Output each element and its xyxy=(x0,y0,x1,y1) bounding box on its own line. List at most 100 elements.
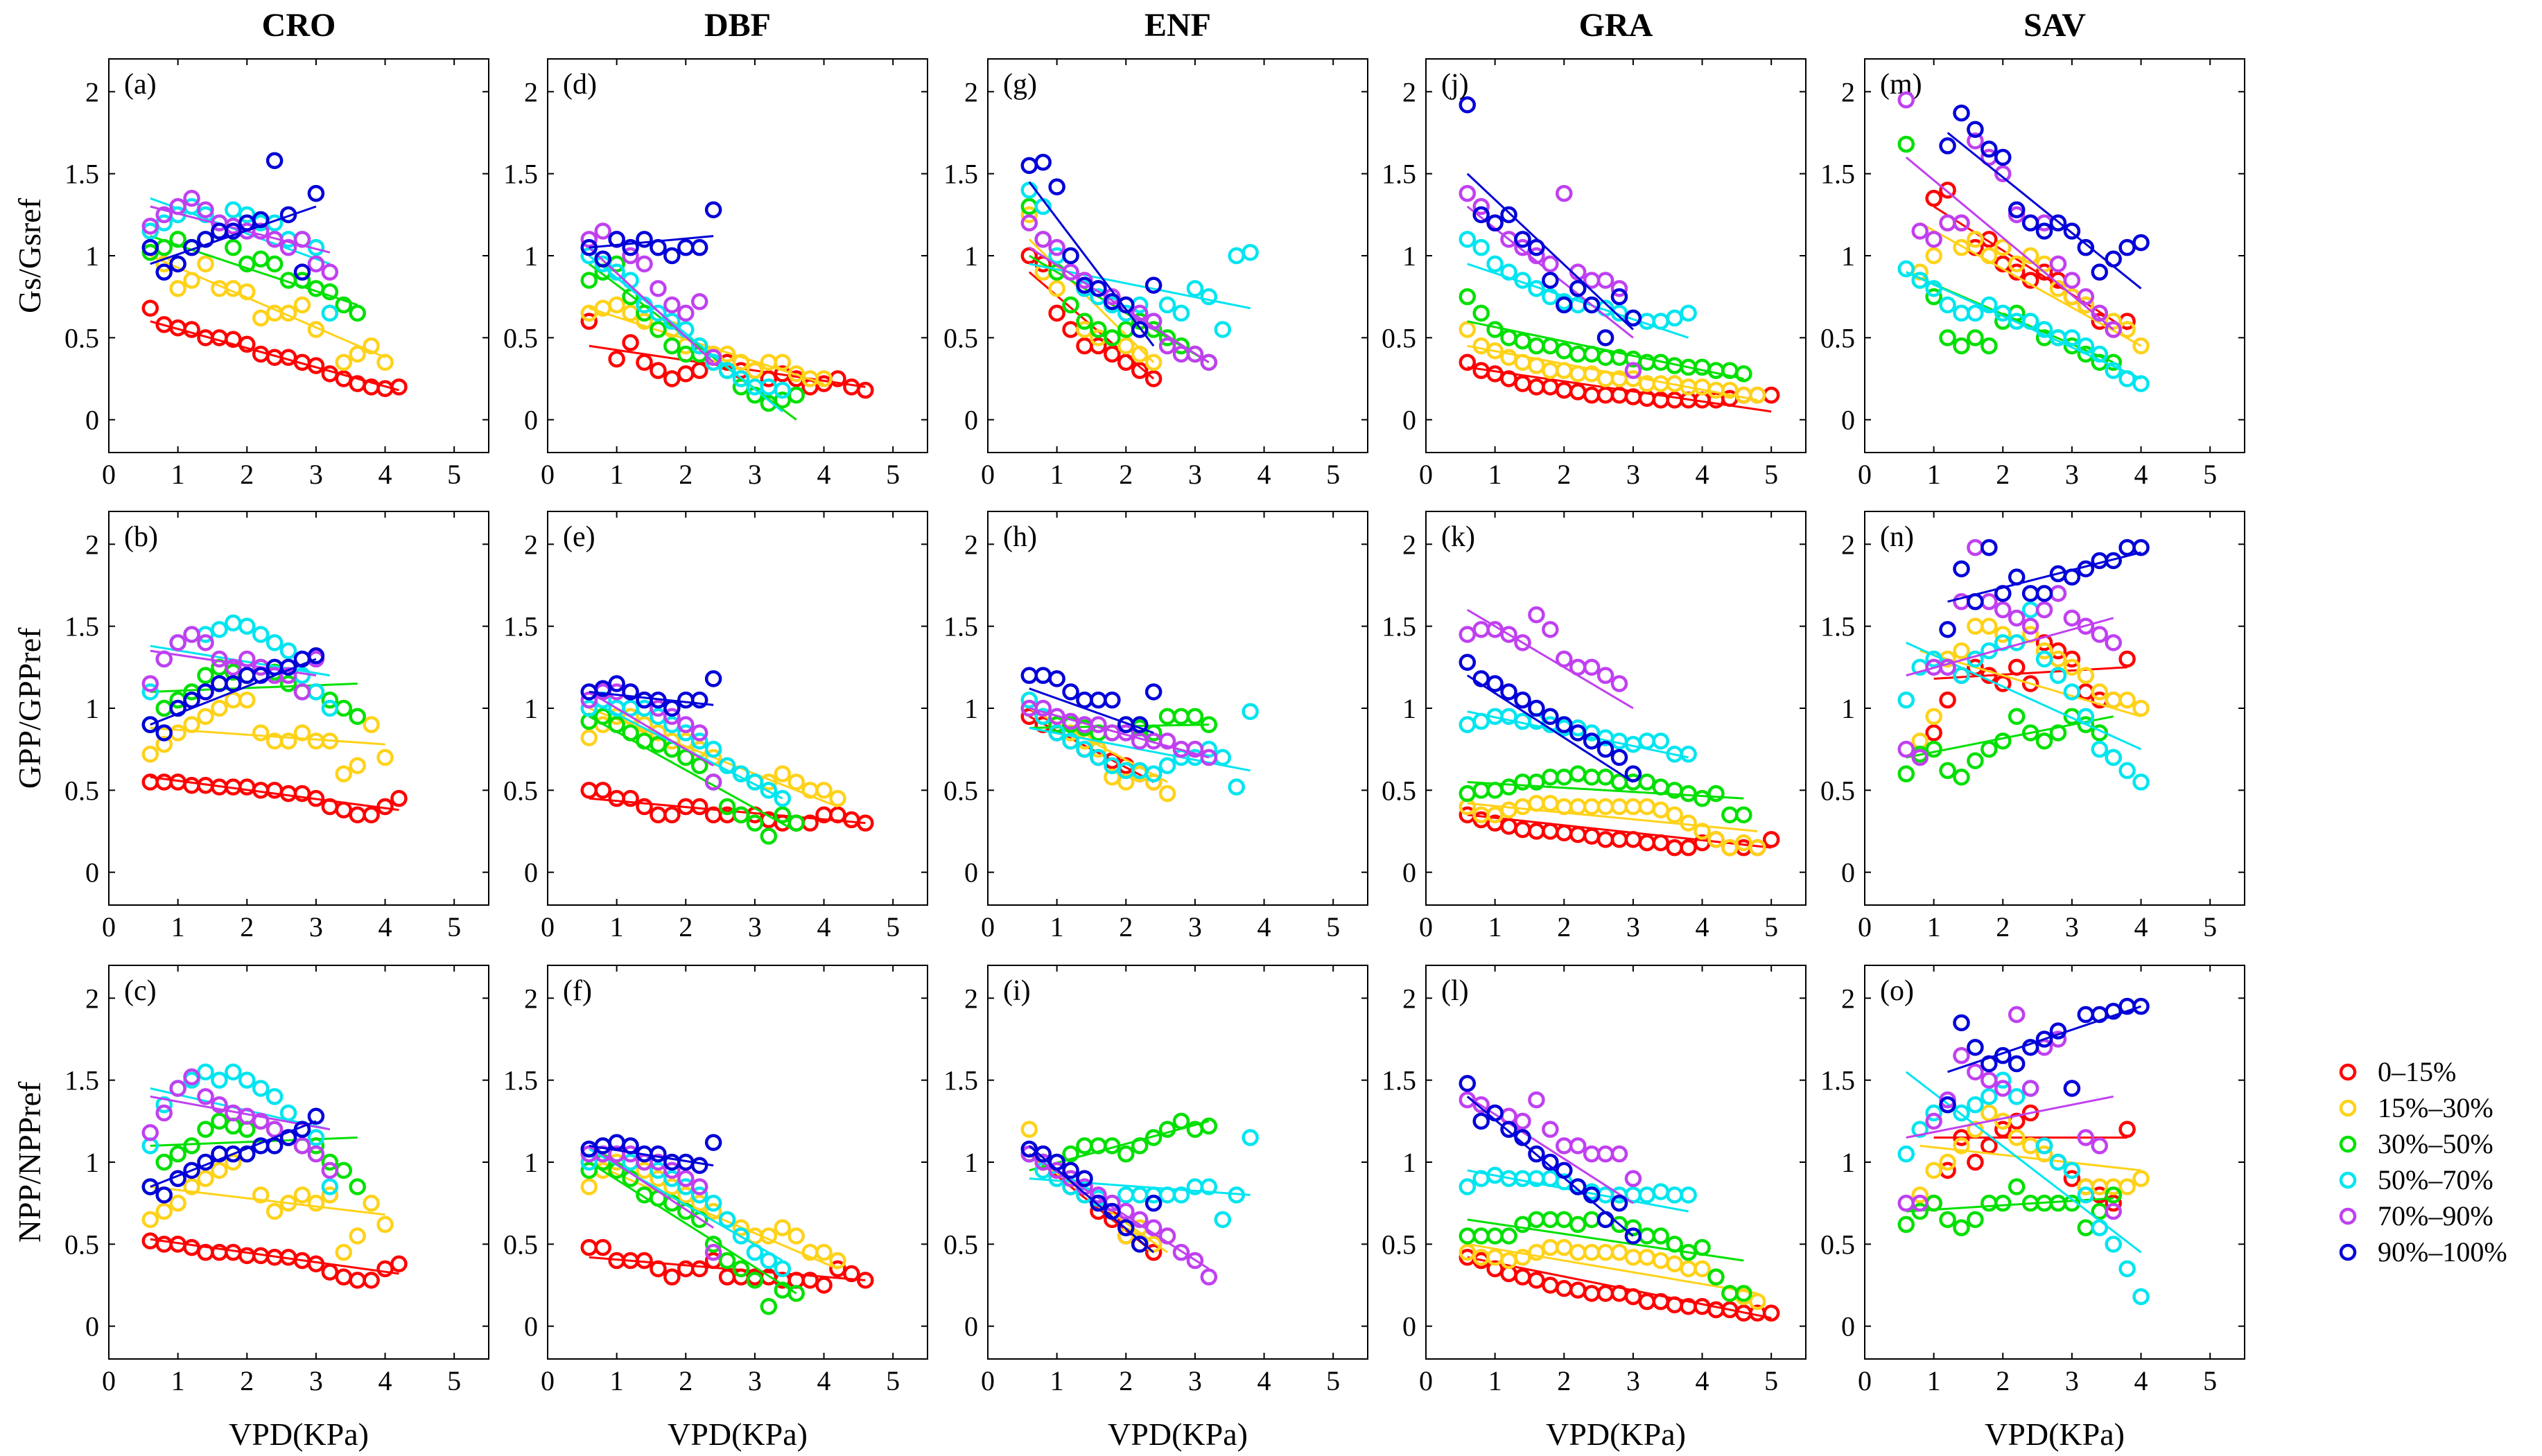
data-point xyxy=(1131,1211,1149,1229)
data-point xyxy=(1034,699,1052,717)
data-point xyxy=(238,650,256,668)
data-point xyxy=(2021,1039,2039,1056)
data-point xyxy=(376,1260,394,1278)
data-point xyxy=(2021,724,2039,742)
data-point xyxy=(1542,1277,1559,1294)
data-point xyxy=(1583,386,1601,404)
data-point xyxy=(718,1211,736,1229)
data-point xyxy=(238,691,256,709)
fit-line xyxy=(588,254,783,413)
data-point xyxy=(321,733,339,750)
data-point xyxy=(594,708,611,726)
data-point xyxy=(2008,658,2026,676)
data-point xyxy=(2077,1219,2095,1236)
data-point xyxy=(1981,1071,1998,1089)
fit-line xyxy=(150,1238,399,1275)
x-tick-label: 5 xyxy=(1326,459,1340,490)
data-point xyxy=(211,1071,228,1089)
data-point xyxy=(390,1255,408,1272)
data-point xyxy=(1117,337,1135,355)
fit-line xyxy=(150,649,317,677)
data-point xyxy=(1528,357,1545,374)
data-point xyxy=(1514,1170,1531,1187)
data-point xyxy=(155,735,173,753)
data-point xyxy=(2077,716,2095,733)
data-point xyxy=(1707,1301,1725,1319)
data-point xyxy=(1076,337,1093,355)
data-point xyxy=(622,304,639,322)
data-point xyxy=(1610,831,1628,848)
fit-line xyxy=(1933,666,2127,680)
data-point xyxy=(2035,642,2053,660)
data-point xyxy=(183,1238,200,1256)
data-point xyxy=(1981,247,1998,265)
data-point xyxy=(279,1129,297,1146)
y-tick-label: 1 xyxy=(1402,693,1416,724)
data-point xyxy=(1953,667,1970,684)
data-point xyxy=(1528,280,1545,297)
data-point xyxy=(1953,214,1970,231)
data-point xyxy=(1596,272,1614,289)
data-point xyxy=(225,691,242,709)
data-point xyxy=(2049,1194,2067,1212)
data-point xyxy=(307,357,325,374)
x-tick-label: 2 xyxy=(1996,459,2010,490)
panel-k: 0 0.5 1 1.5 2 0 1 2 3 4 5 (k) xyxy=(1382,511,1807,942)
data-point xyxy=(183,776,200,794)
data-point xyxy=(211,1096,228,1114)
data-point xyxy=(1186,1252,1204,1270)
data-point xyxy=(580,1238,598,1256)
data-point xyxy=(169,699,186,717)
y-tick-label: 0 xyxy=(1402,405,1416,436)
data-point xyxy=(1967,132,1984,150)
data-point xyxy=(293,724,311,742)
x-tick-label: 2 xyxy=(240,459,254,490)
data-point xyxy=(211,329,228,347)
data-point xyxy=(1925,231,1942,248)
data-point xyxy=(2049,214,2067,231)
data-point xyxy=(265,1088,284,1105)
fit-line xyxy=(1466,674,1634,783)
data-point xyxy=(1925,724,1942,742)
data-point xyxy=(321,1178,339,1195)
data-point xyxy=(622,247,639,265)
data-point xyxy=(650,280,667,297)
panel-label: (n) xyxy=(1880,521,1914,553)
x-tick-label: 3 xyxy=(1626,911,1640,942)
data-point xyxy=(1486,214,1504,231)
panel-label: (j) xyxy=(1441,69,1469,100)
data-point xyxy=(238,778,256,796)
x-axis-label: VPD(KPa) xyxy=(668,1416,808,1452)
data-point xyxy=(279,1104,297,1122)
x-tick-label: 4 xyxy=(1257,911,1271,942)
data-point xyxy=(265,231,284,248)
x-tick-label: 0 xyxy=(1858,459,1872,490)
data-point xyxy=(293,296,311,314)
data-point xyxy=(1925,280,1942,297)
y-tick-label: 1 xyxy=(85,1147,99,1178)
column-title-cro: CRO xyxy=(262,7,336,44)
legend-marker xyxy=(2339,1099,2357,1117)
y-tick-label: 0.5 xyxy=(64,322,99,353)
x-tick-label: 3 xyxy=(309,459,323,490)
x-tick-label: 4 xyxy=(1696,911,1709,942)
y-tick-label: 1 xyxy=(524,240,538,272)
panel-label: (e) xyxy=(563,521,595,553)
data-point xyxy=(1144,765,1163,782)
data-point xyxy=(732,806,750,824)
x-tick-label: 3 xyxy=(1626,1365,1640,1396)
x-tick-label: 3 xyxy=(1188,459,1202,490)
fit-line xyxy=(150,683,358,693)
column-titles: CRO DBF ENF GRA SAV xyxy=(262,7,2087,44)
y-tick-label: 1.5 xyxy=(1820,1065,1855,1096)
data-point xyxy=(363,337,380,355)
data-point xyxy=(1596,1285,1614,1302)
y-tick-label: 2 xyxy=(1402,983,1416,1014)
fit-line xyxy=(150,775,399,812)
data-point xyxy=(2035,1145,2053,1163)
y-axis-label: NPP/NPPref xyxy=(12,1081,47,1243)
data-point xyxy=(1624,765,1642,782)
data-point xyxy=(141,238,159,256)
data-point xyxy=(307,733,325,750)
data-point xyxy=(1556,1137,1573,1155)
